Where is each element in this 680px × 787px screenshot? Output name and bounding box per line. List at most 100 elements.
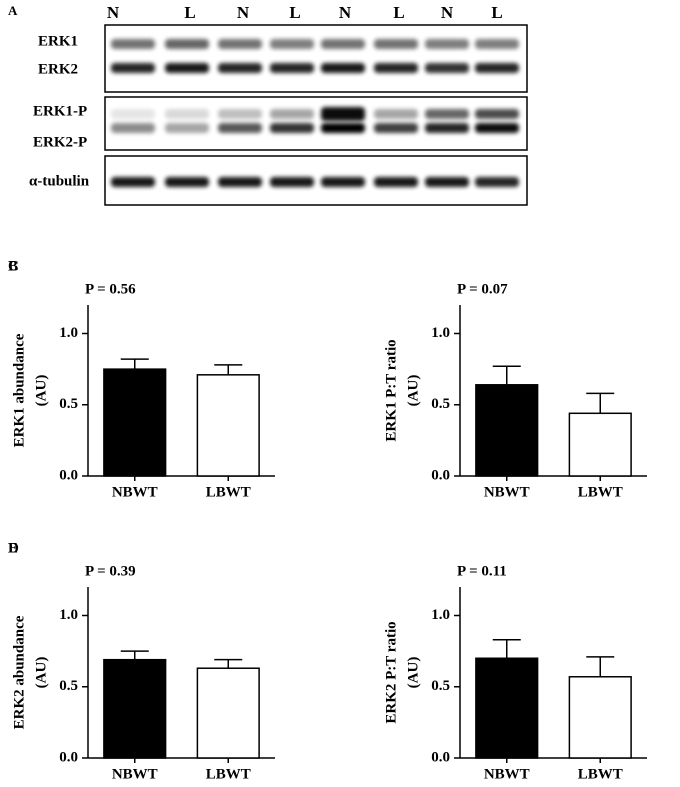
band bbox=[218, 63, 262, 73]
band bbox=[475, 123, 519, 133]
y-axis-label: ERK1 P:T ratio bbox=[383, 339, 399, 441]
y-tick-label: 1.0 bbox=[59, 607, 78, 623]
y-tick-label: 0.0 bbox=[59, 749, 78, 765]
x-tick-label: NBWT bbox=[112, 766, 158, 782]
band bbox=[270, 39, 314, 49]
x-tick-label: LBWT bbox=[578, 766, 623, 782]
band bbox=[111, 39, 155, 49]
row-label: ERK1-P bbox=[33, 103, 87, 119]
y-axis-label: (AU) bbox=[405, 657, 421, 689]
band bbox=[374, 123, 418, 133]
band bbox=[321, 123, 365, 133]
band bbox=[425, 39, 469, 49]
bar bbox=[568, 412, 632, 477]
lane-label: L bbox=[289, 3, 300, 22]
x-tick-label: LBWT bbox=[206, 484, 251, 500]
lane-label: L bbox=[393, 3, 404, 22]
band bbox=[111, 123, 155, 133]
row-label: α-tubulin bbox=[29, 173, 90, 189]
y-axis-label: ERK2 P:T ratio bbox=[383, 621, 399, 723]
y-tick-label: 0.5 bbox=[59, 678, 78, 694]
y-tick-label: 0.0 bbox=[59, 467, 78, 483]
panel-label: A bbox=[8, 3, 18, 18]
band bbox=[218, 39, 262, 49]
band bbox=[425, 109, 469, 119]
band bbox=[321, 63, 365, 73]
band bbox=[111, 177, 155, 187]
bar bbox=[196, 667, 260, 759]
band bbox=[374, 109, 418, 119]
x-tick-label: NBWT bbox=[112, 484, 158, 500]
y-tick-label: 0.5 bbox=[59, 396, 78, 412]
lane-label: N bbox=[237, 3, 250, 22]
band bbox=[321, 39, 365, 49]
y-tick-label: 1.0 bbox=[59, 325, 78, 341]
band bbox=[270, 123, 314, 133]
band bbox=[270, 177, 314, 187]
lane-label: L bbox=[491, 3, 502, 22]
band bbox=[218, 177, 262, 187]
band bbox=[475, 39, 519, 49]
y-axis-label: (AU) bbox=[405, 375, 421, 407]
chart-title: P = 0.56 bbox=[85, 281, 136, 297]
lane-label: N bbox=[107, 3, 120, 22]
panel-label: C bbox=[8, 258, 19, 274]
y-tick-label: 1.0 bbox=[431, 607, 450, 623]
y-axis-label: ERK1 abundance bbox=[11, 333, 27, 447]
y-tick-label: 0.5 bbox=[431, 678, 450, 694]
band bbox=[374, 177, 418, 187]
band bbox=[321, 177, 365, 187]
band bbox=[475, 63, 519, 73]
y-axis-label: (AU) bbox=[33, 657, 49, 689]
band bbox=[374, 39, 418, 49]
bar bbox=[196, 374, 260, 477]
y-tick-label: 0.5 bbox=[431, 396, 450, 412]
band bbox=[218, 109, 262, 119]
row-label: ERK1 bbox=[38, 33, 78, 49]
western-blot: A N L N L N L N L ERK1 ERK2 ERK1-P ERK2-P α-tubulin bbox=[8, 3, 528, 206]
bar bbox=[568, 676, 632, 759]
lane-label: L bbox=[184, 3, 195, 22]
band bbox=[165, 109, 209, 119]
band bbox=[165, 63, 209, 73]
y-tick-label: 0.0 bbox=[431, 749, 450, 765]
band bbox=[475, 109, 519, 119]
panel-label: B bbox=[8, 258, 18, 274]
chart-title: P = 0.11 bbox=[457, 563, 507, 579]
band bbox=[425, 123, 469, 133]
lane-label: N bbox=[339, 3, 352, 22]
band bbox=[321, 107, 365, 121]
band bbox=[425, 177, 469, 187]
x-tick-label: LBWT bbox=[578, 484, 623, 500]
bar bbox=[103, 658, 167, 759]
band bbox=[165, 177, 209, 187]
chart-title: P = 0.07 bbox=[457, 281, 508, 297]
bar bbox=[103, 368, 167, 477]
band bbox=[218, 123, 262, 133]
row-label: ERK2 bbox=[38, 61, 78, 77]
y-axis-label: (AU) bbox=[33, 375, 49, 407]
panel-label: E bbox=[8, 540, 18, 556]
bar bbox=[475, 657, 539, 759]
x-tick-label: LBWT bbox=[206, 766, 251, 782]
panel-label: D bbox=[8, 540, 19, 556]
band bbox=[270, 63, 314, 73]
row-label: ERK2-P bbox=[33, 134, 87, 150]
band bbox=[111, 109, 155, 119]
band bbox=[111, 63, 155, 73]
blot-box bbox=[104, 24, 528, 93]
band bbox=[475, 177, 519, 187]
bar bbox=[475, 384, 539, 477]
band bbox=[374, 63, 418, 73]
chart-title: P = 0.39 bbox=[85, 563, 136, 579]
band bbox=[270, 109, 314, 119]
band bbox=[425, 63, 469, 73]
x-tick-label: NBWT bbox=[484, 766, 530, 782]
x-tick-label: NBWT bbox=[484, 484, 530, 500]
lane-label: N bbox=[441, 3, 454, 22]
y-tick-label: 1.0 bbox=[431, 325, 450, 341]
y-tick-label: 0.0 bbox=[431, 467, 450, 483]
band bbox=[165, 39, 209, 49]
y-axis-label: ERK2 abundance bbox=[11, 615, 27, 729]
